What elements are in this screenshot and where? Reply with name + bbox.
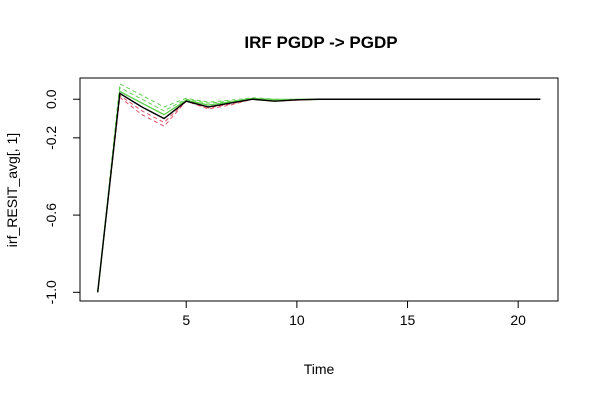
series-line-estimate-5 (97, 92, 541, 293)
x-tick-label: 10 (289, 312, 305, 328)
y-tick-label: 0.0 (43, 89, 59, 109)
y-tick-label: -0.2 (43, 126, 59, 150)
y-axis-label: irf_RESIT_avg[, 1] (4, 133, 20, 247)
x-tick-label: 20 (510, 312, 526, 328)
y-axis: -1.0 -0.6 -0.2 0.0 (43, 89, 81, 304)
x-tick-label: 15 (400, 312, 416, 328)
y-tick-label: -0.6 (43, 203, 59, 227)
x-tick-label: 5 (182, 312, 190, 328)
chart-title: IRF PGDP -> PGDP (244, 33, 397, 52)
x-axis-label: Time (304, 361, 335, 377)
series-line-median-4 (97, 90, 541, 293)
x-axis: 5 10 15 20 (182, 300, 526, 328)
series-line-lower-1 (97, 94, 541, 293)
y-tick-label: -1.0 (43, 280, 59, 304)
series-line-lower-0 (97, 96, 541, 293)
series-layer (97, 83, 541, 293)
